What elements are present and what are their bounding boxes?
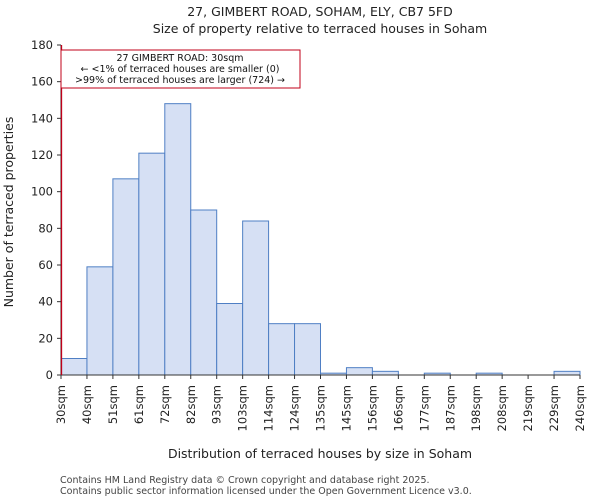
x-tick-label: 135sqm [314,385,328,431]
annotation-line-3: >99% of terraced houses are larger (724)… [75,75,285,86]
histogram-bar [294,323,321,376]
annotation-line-2: ← <1% of terraced houses are smaller (0) [81,64,280,75]
histogram-bar [164,103,192,376]
x-tick-label: 51sqm [106,385,120,424]
x-axis-ticks: 30sqm 40sqm 51sqm 61sqm 72sqm 82sqm 93sqm 103sq… [54,375,587,431]
x-tick-label: 166sqm [391,385,405,431]
histogram-bar [60,358,88,376]
histogram-bar [138,152,166,376]
x-tick-label: 187sqm [443,385,457,431]
histogram-bar [190,209,218,376]
x-tick-label: 177sqm [417,385,431,431]
x-tick-label: 72sqm [158,385,172,424]
histogram-bar [86,266,114,376]
y-tick-label: 100 [31,185,53,199]
x-tick-label: 114sqm [262,385,276,431]
x-tick-label: 93sqm [210,385,224,424]
bars-group [60,103,581,376]
chart-title: 27, GIMBERT ROAD, SOHAM, ELY, CB7 5FD [187,4,453,19]
annotation-line-1: 27 GIMBERT ROAD: 30sqm [117,53,244,64]
histogram-bar [242,220,270,376]
annotation-rect [60,49,301,89]
footer-line-2: Contains public sector information licen… [60,486,472,497]
x-tick-label: 124sqm [288,385,302,431]
x-tick-label: 145sqm [339,385,353,431]
histogram-bar [371,370,399,376]
x-tick-label: 103sqm [236,385,250,431]
x-tick-label: 198sqm [469,385,483,431]
y-tick-label: 140 [31,111,53,125]
y-tick-label: 20 [38,331,53,345]
x-tick-label: 156sqm [365,385,379,431]
x-tick-label: 82sqm [184,385,198,424]
y-axis-ticks: 0 20 40 60 80 100 120 140 160 180 [31,38,61,382]
y-tick-label: 40 [38,295,53,309]
histogram-bar [216,303,244,376]
x-tick-label: 219sqm [521,385,535,431]
histogram-bar [345,367,373,376]
x-tick-label: 61sqm [132,385,146,424]
annotation-box: 27 GIMBERT ROAD: 30sqm ← <1% of terraced… [60,49,301,89]
histogram-bar [112,178,140,376]
histogram-bar [268,323,296,376]
x-tick-label: 208sqm [495,385,509,431]
footer-line-1: Contains HM Land Registry data © Crown c… [60,475,430,486]
y-tick-label: 0 [46,368,53,382]
chart-subtitle: Size of property relative to terraced ho… [153,21,487,36]
histogram-bar [553,370,581,376]
x-axis-label: Distribution of terraced houses by size … [168,446,472,461]
x-tick-label: 40sqm [80,385,94,424]
x-tick-label: 240sqm [573,385,587,431]
x-tick-label: 30sqm [54,385,68,424]
y-tick-label: 180 [31,38,53,52]
y-axis-label: Number of terraced properties [1,117,16,308]
x-tick-label: 229sqm [547,385,561,431]
y-tick-label: 60 [38,258,53,272]
y-tick-label: 80 [38,221,53,235]
y-tick-label: 160 [31,75,53,89]
y-tick-label: 120 [31,148,53,162]
